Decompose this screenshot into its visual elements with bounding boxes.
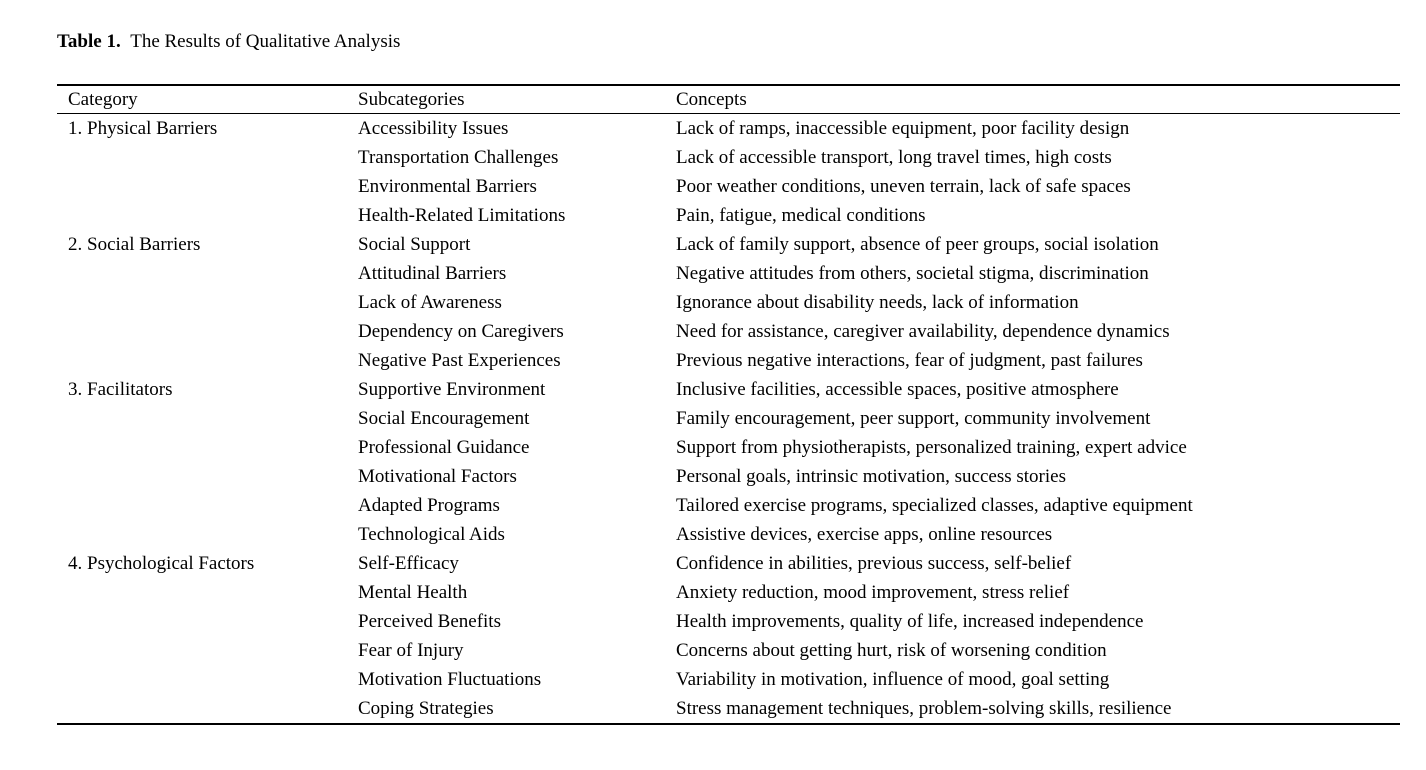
- cell-subcategory: Coping Strategies: [358, 697, 494, 719]
- table-row: Fear of Injury Concerns about getting hu…: [57, 636, 1400, 665]
- table-caption-label: Table 1.: [57, 31, 121, 52]
- table-row: Social Encouragement Family encouragemen…: [57, 404, 1400, 433]
- column-header-subcategories: Subcategories: [358, 85, 676, 114]
- table-row: Motivation Fluctuations Variability in m…: [57, 665, 1400, 694]
- cell-concepts: Anxiety reduction, mood improvement, str…: [676, 581, 1070, 603]
- cell-subcategory: Social Support: [358, 233, 471, 255]
- table-row: 3. Facilitators Supportive Environment I…: [57, 375, 1400, 404]
- cell-subcategory: Motivational Factors: [358, 465, 517, 487]
- cell-subcategory: Transportation Challenges: [358, 146, 559, 168]
- cell-concepts: Support from physiotherapists, personali…: [676, 436, 1187, 458]
- table-row: 2. Social Barriers Social Support Lack o…: [57, 230, 1400, 259]
- cell-subcategory: Supportive Environment: [358, 378, 546, 400]
- cell-concepts: Family encouragement, peer support, comm…: [676, 407, 1151, 429]
- cell-category: [57, 172, 358, 201]
- cell-concepts: Negative attitudes from others, societal…: [676, 262, 1149, 284]
- cell-subcategory: Dependency on Caregivers: [358, 320, 564, 342]
- cell-subcategory: Health-Related Limitations: [358, 204, 566, 226]
- table-row: Coping Strategies Stress management tech…: [57, 694, 1400, 724]
- table-caption-title: The Results of Qualitative Analysis: [130, 31, 401, 52]
- column-header-category: Category: [57, 85, 358, 114]
- cell-category: 4. Psychological Factors: [68, 552, 255, 574]
- cell-concepts: Inclusive facilities, accessible spaces,…: [676, 378, 1119, 400]
- cell-category: [57, 288, 358, 317]
- cell-concepts: Lack of accessible transport, long trave…: [676, 146, 1112, 168]
- cell-category: [57, 694, 358, 724]
- table-row: Professional Guidance Support from physi…: [57, 433, 1400, 462]
- column-header-concepts: Concepts: [676, 85, 1400, 114]
- cell-category: [57, 491, 358, 520]
- cell-category: [57, 201, 358, 230]
- cell-subcategory: Technological Aids: [358, 523, 505, 545]
- table-caption: Table 1. The Results of Qualitative Anal…: [57, 30, 400, 54]
- cell-category: [57, 607, 358, 636]
- cell-category: [57, 404, 358, 433]
- cell-subcategory: Self-Efficacy: [358, 552, 459, 574]
- cell-concepts: Stress management techniques, problem-so…: [676, 697, 1172, 719]
- table-row: Environmental Barriers Poor weather cond…: [57, 172, 1400, 201]
- cell-category: 3. Facilitators: [68, 378, 173, 400]
- table-row: Motivational Factors Personal goals, int…: [57, 462, 1400, 491]
- table-row: Mental Health Anxiety reduction, mood im…: [57, 578, 1400, 607]
- cell-category: [57, 317, 358, 346]
- cell-concepts: Pain, fatigue, medical conditions: [676, 204, 926, 226]
- qualitative-analysis-table: Category Subcategories Concepts 1. Physi…: [57, 84, 1400, 725]
- table-row: 4. Psychological Factors Self-Efficacy C…: [57, 549, 1400, 578]
- cell-concepts: Lack of ramps, inaccessible equipment, p…: [676, 117, 1130, 139]
- cell-category: [57, 259, 358, 288]
- table-row: Attitudinal Barriers Negative attitudes …: [57, 259, 1400, 288]
- cell-concepts: Ignorance about disability needs, lack o…: [676, 291, 1079, 313]
- cell-concepts: Need for assistance, caregiver availabil…: [676, 320, 1170, 342]
- cell-category: [57, 578, 358, 607]
- cell-concepts: Personal goals, intrinsic motivation, su…: [676, 465, 1066, 487]
- cell-subcategory: Environmental Barriers: [358, 175, 537, 197]
- table-row: Health-Related Limitations Pain, fatigue…: [57, 201, 1400, 230]
- table-row: Negative Past Experiences Previous negat…: [57, 346, 1400, 375]
- cell-concepts: Lack of family support, absence of peer …: [676, 233, 1159, 255]
- table-row: Transportation Challenges Lack of access…: [57, 143, 1400, 172]
- cell-subcategory: Adapted Programs: [358, 494, 500, 516]
- cell-concepts: Variability in motivation, influence of …: [676, 668, 1110, 690]
- cell-subcategory: Social Encouragement: [358, 407, 530, 429]
- table-header-row: Category Subcategories Concepts: [57, 85, 1400, 114]
- cell-category: [57, 636, 358, 665]
- cell-category: [57, 665, 358, 694]
- cell-concepts: Previous negative interactions, fear of …: [676, 349, 1143, 371]
- cell-subcategory: Motivation Fluctuations: [358, 668, 542, 690]
- cell-category: 1. Physical Barriers: [68, 117, 218, 139]
- cell-concepts: Confidence in abilities, previous succes…: [676, 552, 1072, 574]
- cell-category: 2. Social Barriers: [68, 233, 201, 255]
- cell-subcategory: Negative Past Experiences: [358, 349, 561, 371]
- cell-concepts: Poor weather conditions, uneven terrain,…: [676, 175, 1131, 197]
- table-row: 1. Physical Barriers Accessibility Issue…: [57, 114, 1400, 144]
- cell-concepts: Assistive devices, exercise apps, online…: [676, 523, 1053, 545]
- cell-subcategory: Fear of Injury: [358, 639, 464, 661]
- cell-subcategory: Attitudinal Barriers: [358, 262, 507, 284]
- cell-concepts: Health improvements, quality of life, in…: [676, 610, 1144, 632]
- cell-subcategory: Lack of Awareness: [358, 291, 502, 313]
- cell-category: [57, 462, 358, 491]
- table-row: Adapted Programs Tailored exercise progr…: [57, 491, 1400, 520]
- table-row: Dependency on Caregivers Need for assist…: [57, 317, 1400, 346]
- cell-concepts: Tailored exercise programs, specialized …: [676, 494, 1193, 516]
- table-body: 1. Physical Barriers Accessibility Issue…: [57, 114, 1400, 725]
- cell-category: [57, 346, 358, 375]
- table-row: Perceived Benefits Health improvements, …: [57, 607, 1400, 636]
- cell-subcategory: Mental Health: [358, 581, 468, 603]
- cell-subcategory: Professional Guidance: [358, 436, 530, 458]
- cell-subcategory: Accessibility Issues: [358, 117, 509, 139]
- table-row: Lack of Awareness Ignorance about disabi…: [57, 288, 1400, 317]
- table-row: Technological Aids Assistive devices, ex…: [57, 520, 1400, 549]
- cell-category: [57, 143, 358, 172]
- cell-subcategory: Perceived Benefits: [358, 610, 501, 632]
- cell-category: [57, 433, 358, 462]
- cell-concepts: Concerns about getting hurt, risk of wor…: [676, 639, 1107, 661]
- cell-category: [57, 520, 358, 549]
